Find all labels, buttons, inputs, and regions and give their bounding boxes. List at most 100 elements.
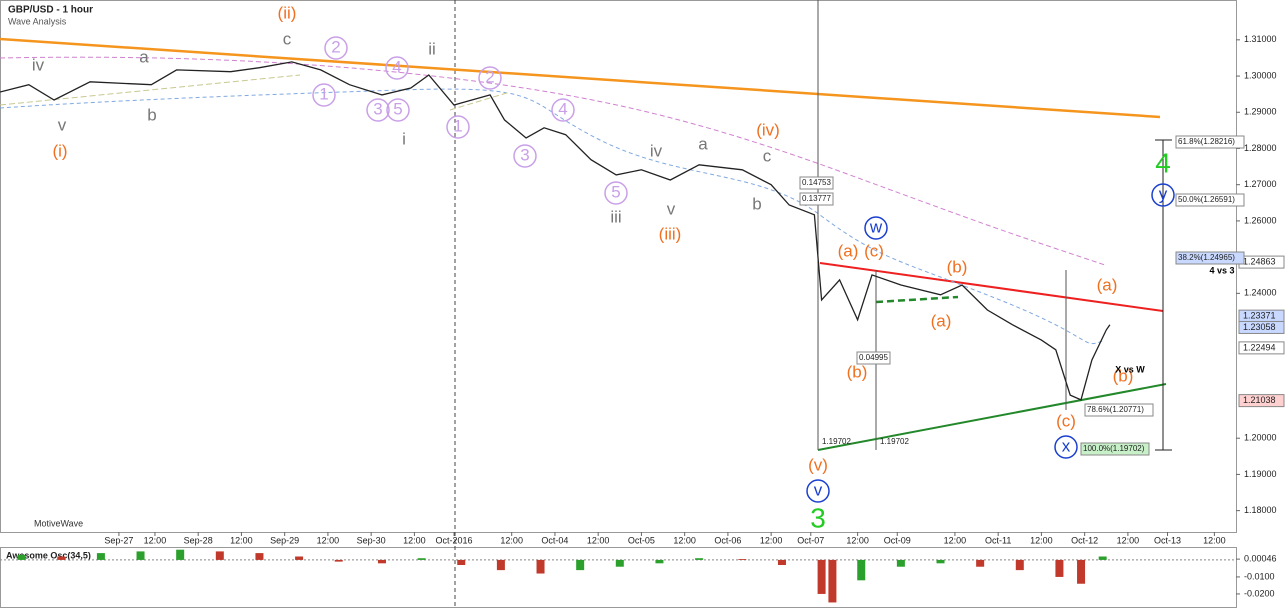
wave-label: b bbox=[752, 194, 761, 213]
wave-circle bbox=[1151, 183, 1175, 207]
wave-label: 2 bbox=[331, 37, 340, 56]
osc-bar bbox=[96, 553, 105, 560]
osc-bar bbox=[615, 559, 624, 567]
wave-label: 1 bbox=[319, 84, 328, 103]
wave-label: iii bbox=[610, 207, 621, 226]
wave-label: 4 bbox=[392, 57, 401, 76]
wave-label: (c) bbox=[864, 241, 884, 260]
trend-line bbox=[875, 295, 959, 304]
osc-bar bbox=[457, 559, 466, 566]
y-tick-label: 1.29000 bbox=[1244, 107, 1277, 117]
osc-bar bbox=[377, 559, 386, 564]
wave-label: v bbox=[667, 199, 676, 218]
price-panel bbox=[0, 0, 1237, 533]
y-tick-label: 1.20000 bbox=[1244, 433, 1277, 443]
osc-bar bbox=[255, 553, 264, 560]
wave-label: a bbox=[698, 134, 708, 153]
watermark: MotiveWave bbox=[34, 518, 83, 528]
x-tick-label: Oct-2016 bbox=[436, 535, 473, 545]
wave-label: w bbox=[869, 217, 883, 236]
osc-bar bbox=[857, 559, 866, 581]
fib-box bbox=[1175, 193, 1245, 207]
fib-box bbox=[1084, 403, 1154, 417]
x-tick-label: 12:00 bbox=[760, 535, 783, 545]
y-tick-label: 1.27000 bbox=[1244, 179, 1277, 189]
price-line bbox=[0, 61, 1111, 401]
wave-label: (b) bbox=[947, 257, 968, 276]
x-tick-label: 12:00 bbox=[403, 535, 426, 545]
y-tick-label: 0.00046 bbox=[1244, 554, 1277, 564]
osc-bar bbox=[576, 559, 585, 571]
osc-bar bbox=[215, 551, 224, 560]
x-tick-label: 12:00 bbox=[230, 535, 253, 545]
x-tick-label: Oct-07 bbox=[797, 535, 824, 545]
y-tick-label: 1.18000 bbox=[1244, 505, 1277, 515]
y-tick-label: 1.30000 bbox=[1244, 70, 1277, 80]
measure-box bbox=[799, 176, 834, 190]
x-tick-label: 12:00 bbox=[144, 535, 167, 545]
fib-label: 100.0%(1.19702) bbox=[1083, 444, 1145, 453]
wave-circle bbox=[478, 66, 502, 90]
wave-circle bbox=[446, 115, 470, 139]
wave-circle bbox=[312, 83, 336, 107]
x-tick-label: 12:00 bbox=[1203, 535, 1226, 545]
wave-label: (a) bbox=[1097, 275, 1118, 294]
wave-label: (b) bbox=[847, 362, 868, 381]
wave-label: c bbox=[283, 29, 292, 48]
price-marker-label: 1.23058 bbox=[1243, 322, 1276, 332]
osc-bar bbox=[176, 549, 185, 560]
wave-label: (a) bbox=[838, 241, 859, 260]
measure-label: 1.19702 bbox=[822, 437, 851, 446]
fib-box bbox=[1175, 251, 1245, 265]
wave-label: X vs W bbox=[1115, 364, 1145, 374]
wave-circle bbox=[324, 36, 348, 60]
y-tick-label: -0.0100 bbox=[1244, 571, 1275, 581]
price-marker bbox=[1238, 394, 1285, 408]
wave-circle bbox=[513, 144, 537, 168]
osc-bar bbox=[976, 559, 985, 567]
x-tick-label: 12:00 bbox=[587, 535, 610, 545]
osc-bar bbox=[1098, 556, 1107, 560]
x-tick-label: Oct-12 bbox=[1071, 535, 1098, 545]
wave-label: 5 bbox=[393, 99, 402, 118]
wave-label: 2 bbox=[485, 67, 494, 86]
osc-bar bbox=[655, 559, 664, 564]
wave-label: 3 bbox=[373, 99, 382, 118]
measure-label: 0.04995 bbox=[859, 353, 888, 362]
wave-label: iv bbox=[32, 55, 45, 74]
y-tick-label: 1.31000 bbox=[1244, 34, 1277, 44]
wave-label: (ii) bbox=[278, 3, 297, 22]
price-marker-label: 1.21038 bbox=[1243, 395, 1276, 405]
wave-label: (i) bbox=[52, 141, 67, 160]
price-marker bbox=[1238, 320, 1285, 334]
x-tick-label: Oct-09 bbox=[884, 535, 911, 545]
wave-circle bbox=[1054, 435, 1078, 459]
y-tick-label: 1.24000 bbox=[1244, 288, 1277, 298]
wave-label: 3 bbox=[520, 145, 529, 164]
osc-bar bbox=[817, 559, 826, 594]
wave-label: y bbox=[1159, 184, 1168, 203]
fib-label: 50.0%(1.26591) bbox=[1178, 195, 1235, 204]
wave-circle bbox=[386, 98, 410, 122]
trend-line bbox=[0, 37, 1161, 119]
x-tick-label: Sep-28 bbox=[184, 535, 213, 545]
wave-label: v bbox=[814, 480, 823, 499]
measure-label: 1.19702 bbox=[880, 437, 909, 446]
osc-bar bbox=[496, 559, 505, 571]
fib-box bbox=[1175, 135, 1245, 149]
fib-box bbox=[1080, 442, 1150, 456]
osc-bar bbox=[936, 559, 945, 564]
wave-label: 4 vs 3 bbox=[1209, 265, 1234, 275]
osc-bar bbox=[536, 559, 545, 574]
wave-label: (iv) bbox=[756, 120, 780, 139]
wave-circle bbox=[864, 216, 888, 240]
x-tick-label: 12:00 bbox=[846, 535, 869, 545]
wave-label: (a) bbox=[931, 311, 952, 330]
trend-line bbox=[819, 262, 1164, 312]
wave-label: a bbox=[139, 47, 149, 66]
wave-label: (v) bbox=[808, 455, 828, 474]
wave-label: 4 bbox=[558, 99, 567, 118]
wave-label: 4 bbox=[1155, 147, 1171, 178]
